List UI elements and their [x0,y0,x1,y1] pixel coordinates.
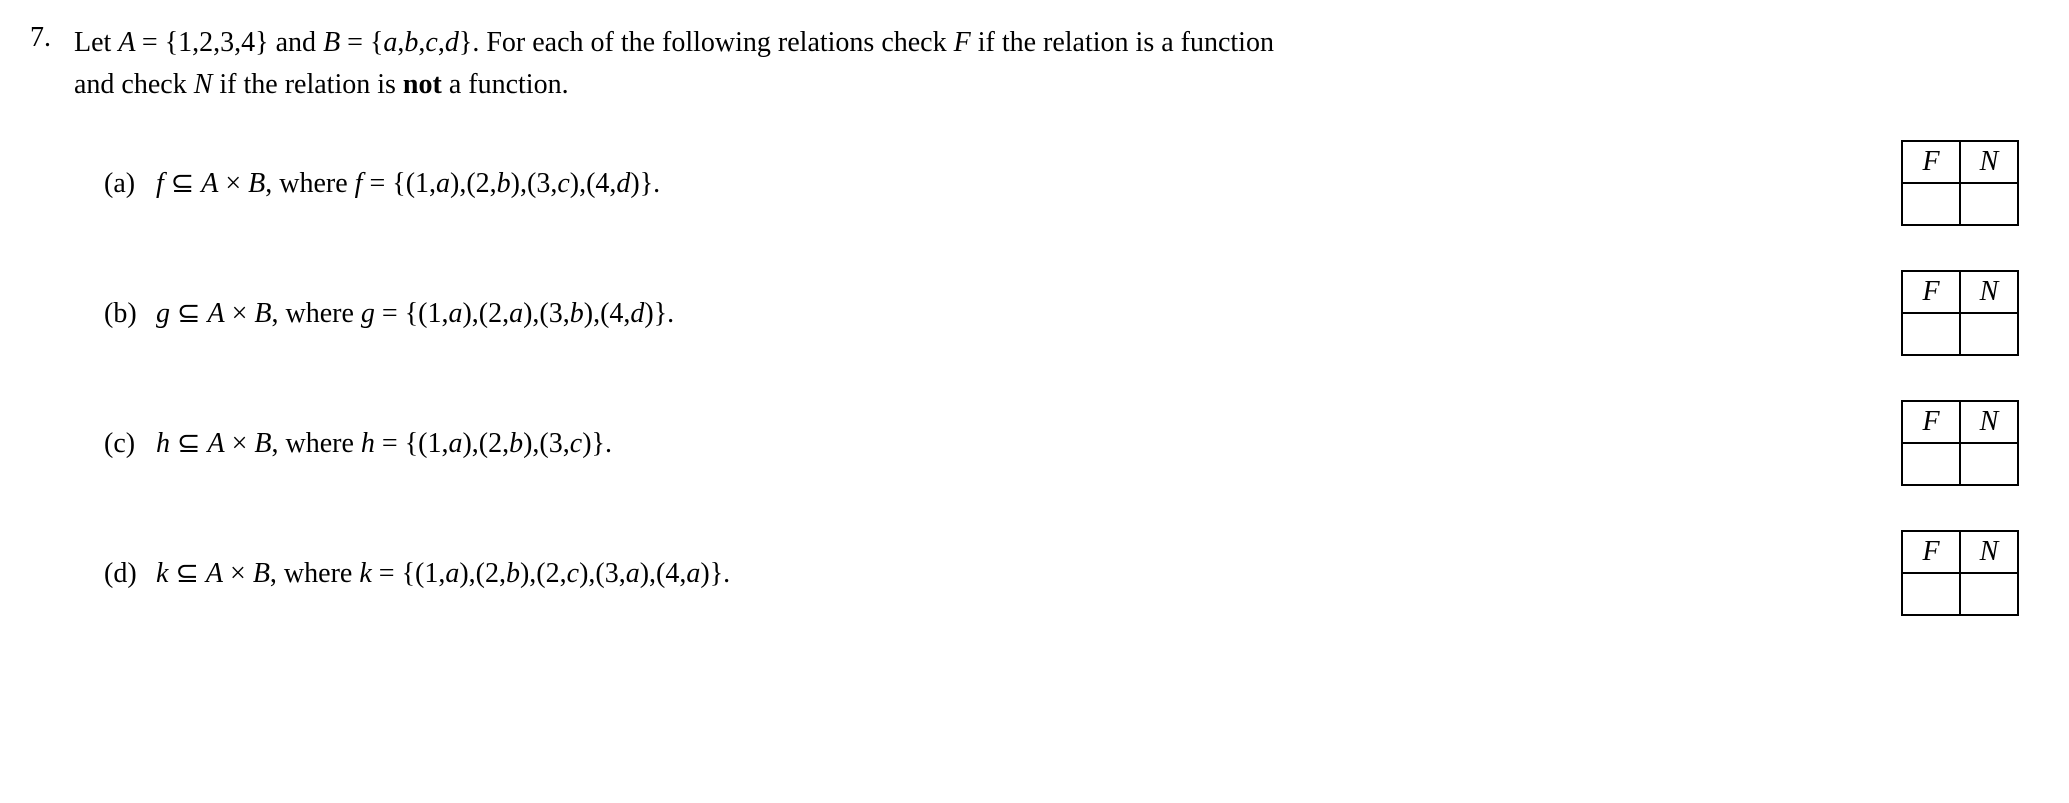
answer-table-a: F N [1901,140,2019,226]
F-var: F [954,27,971,58]
where-text: , where [271,428,360,459]
answer-cell-N[interactable] [1960,573,2018,615]
answer-cell-N[interactable] [1960,443,2018,485]
problem-body: Let A = {1,2,3,4} and B = {a,b,c,d}. For… [74,22,2039,616]
relation-def: f ⊆ A × B, where f = {(1,a),(2,b),(3,c),… [156,166,660,200]
header-N: N [1960,271,2018,313]
subproblem-d: (d) k ⊆ A × B, where k = {(1,a),(2,b),(2… [104,530,2039,616]
intro-and: and [269,27,323,58]
subproblem-c: (c) h ⊆ A × B, where h = {(1,a),(2,b),(3… [104,400,2039,486]
header-F: F [1902,401,1960,443]
answer-cell-N[interactable] [1960,183,2018,225]
N-var: N [194,69,213,100]
intro-text: and check [74,69,194,100]
where-text: , where [271,298,360,329]
intro-text: if the relation is a function [971,27,1274,58]
relation-def: g ⊆ A × B, where g = {(1,a),(2,a),(3,b),… [156,296,674,330]
subproblem-text: (d) k ⊆ A × B, where k = {(1,a),(2,b),(2… [104,556,730,590]
header-F: F [1902,141,1960,183]
subproblem-b: (b) g ⊆ A × B, where g = {(1,a),(2,a),(3… [104,270,2039,356]
where-text: , where [265,168,354,199]
intro-text: if the relation is [212,69,403,100]
answer-table-d: F N [1901,530,2019,616]
subproblem-text: (a) f ⊆ A × B, where f = {(1,a),(2,b),(3… [104,166,660,200]
relation-def: k ⊆ A × B, where k = {(1,a),(2,b),(2,c),… [156,556,730,590]
set-A-def: A = {1,2,3,4} [118,27,268,58]
sub-label: (d) [104,558,156,590]
answer-table-b: F N [1901,270,2019,356]
intro-text: . For each of the following relations ch… [472,27,953,58]
sub-label: (b) [104,298,156,330]
subproblems: (a) f ⊆ A × B, where f = {(1,a),(2,b),(3… [74,140,2039,616]
answer-cell-F[interactable] [1902,443,1960,485]
header-N: N [1960,141,2018,183]
answer-cell-N[interactable] [1960,313,2018,355]
answer-cell-F[interactable] [1902,313,1960,355]
answer-cell-F[interactable] [1902,183,1960,225]
header-N: N [1960,401,2018,443]
where-text: , where [270,558,359,589]
not-word: not [403,69,442,100]
answer-cell-F[interactable] [1902,573,1960,615]
problem-7: 7. Let A = {1,2,3,4} and B = {a,b,c,d}. … [30,22,2039,616]
subproblem-a: (a) f ⊆ A × B, where f = {(1,a),(2,b),(3… [104,140,2039,226]
intro-text: a function. [442,69,569,100]
problem-intro: Let A = {1,2,3,4} and B = {a,b,c,d}. For… [74,22,2039,106]
answer-table-c: F N [1901,400,2019,486]
subproblem-text: (b) g ⊆ A × B, where g = {(1,a),(2,a),(3… [104,296,674,330]
subproblem-text: (c) h ⊆ A × B, where h = {(1,a),(2,b),(3… [104,426,612,460]
relation-def: h ⊆ A × B, where h = {(1,a),(2,b),(3,c)}… [156,426,612,460]
sub-label: (c) [104,428,156,460]
problem-number: 7. [30,22,74,54]
header-N: N [1960,531,2018,573]
sub-label: (a) [104,168,156,200]
set-B-def: B = {a,b,c,d} [323,27,472,58]
header-F: F [1902,531,1960,573]
intro-text: Let [74,27,118,58]
header-F: F [1902,271,1960,313]
